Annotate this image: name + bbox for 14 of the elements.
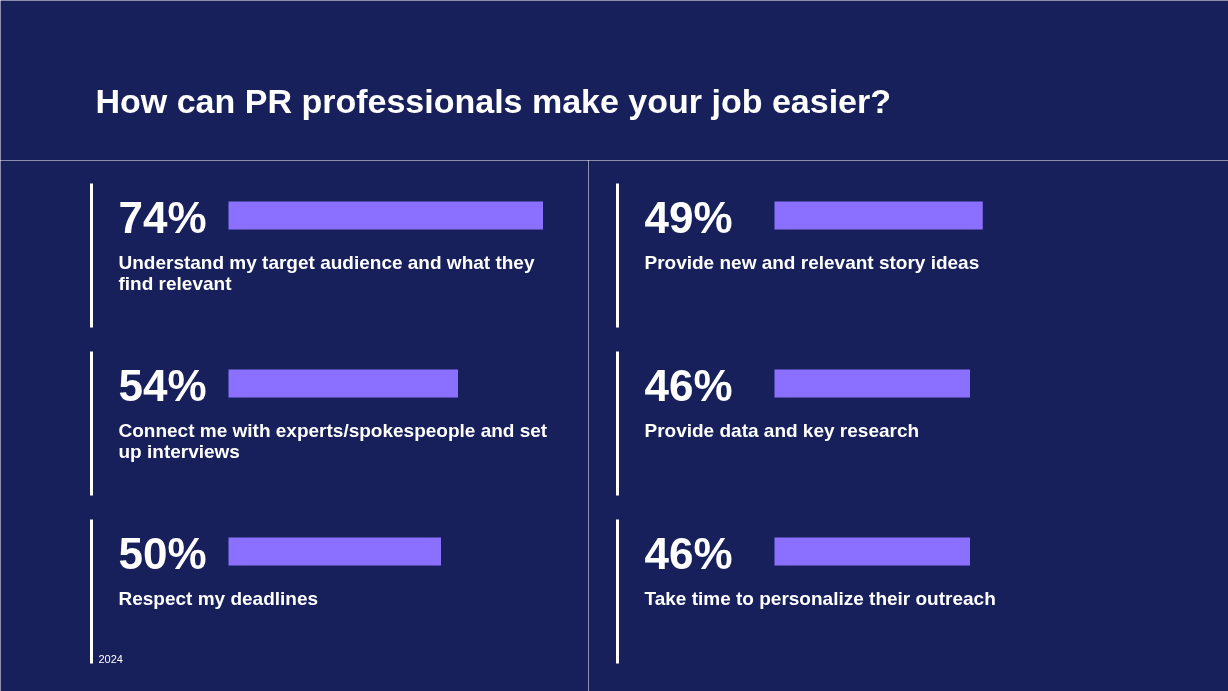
y-tick-label: Provide new and relevant story ideas: [644, 251, 980, 273]
data-label: 46%: [644, 529, 733, 578]
y-tick-label: Take time to personalize their outreach: [644, 587, 996, 609]
y-tick-label: Provide data and key research: [644, 419, 920, 441]
data-label: 54%: [118, 361, 207, 410]
chart-title: How can PR professionals make your job easier?: [95, 81, 891, 120]
y-tick-label: Connect me with experts/spokespeople and set up interviews: [118, 419, 548, 462]
data-label: 50%: [118, 529, 207, 578]
data-label: 49%: [644, 193, 733, 242]
data-label: 46%: [644, 361, 733, 410]
data-label: 74%: [118, 193, 207, 242]
y-tick-label: Understand my target audience and what they find relevant: [118, 251, 535, 294]
y-tick-label: Respect my deadlines: [118, 587, 319, 609]
text: 2024: [98, 652, 123, 665]
